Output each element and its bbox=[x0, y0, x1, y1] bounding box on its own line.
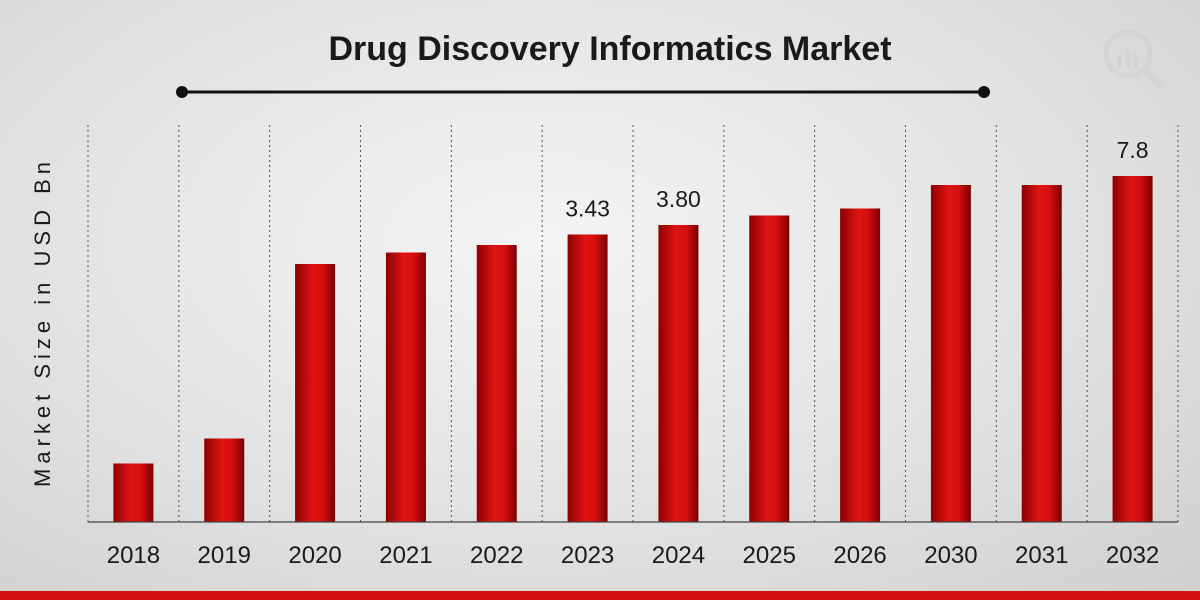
bar-2026 bbox=[840, 208, 881, 522]
x-tick-2032: 2032 bbox=[1106, 542, 1159, 569]
x-tick-2026: 2026 bbox=[833, 542, 886, 569]
bar-2031 bbox=[1021, 185, 1062, 522]
bottom-accent-stripe bbox=[0, 591, 1200, 600]
x-tick-2019: 2019 bbox=[198, 542, 251, 569]
x-tick-2020: 2020 bbox=[288, 542, 341, 569]
bar-2032 bbox=[1112, 176, 1153, 522]
x-tick-2025: 2025 bbox=[743, 542, 796, 569]
bar-2023 bbox=[567, 234, 608, 522]
data-label-2032: 7.8 bbox=[1117, 137, 1149, 163]
bar-2018 bbox=[113, 463, 154, 522]
x-tick-2022: 2022 bbox=[470, 542, 523, 569]
data-label-2024: 3.80 bbox=[656, 186, 701, 212]
y-axis-label: Market Size in USD Bn bbox=[30, 157, 55, 487]
grid-separators bbox=[87, 125, 1179, 522]
bar-2019 bbox=[204, 438, 245, 522]
x-tick-labels: 2018 2019 2020 2021 2022 2023 2024 2025 2026 2030… bbox=[107, 542, 1160, 569]
x-tick-2023: 2023 bbox=[561, 542, 614, 569]
x-tick-2021: 2021 bbox=[379, 542, 432, 569]
logo-icon bbox=[1103, 29, 1164, 90]
chart-title: Drug Discovery Informatics Market bbox=[328, 30, 891, 68]
x-tick-2031: 2031 bbox=[1015, 542, 1068, 569]
data-label-2023: 3.43 bbox=[565, 196, 610, 222]
bar-2020 bbox=[295, 264, 336, 522]
title-underline bbox=[176, 86, 990, 98]
x-tick-2024: 2024 bbox=[652, 542, 705, 569]
x-tick-2030: 2030 bbox=[924, 542, 977, 569]
bar-2030 bbox=[930, 185, 971, 522]
bar-2021 bbox=[385, 252, 426, 522]
bar-2025 bbox=[749, 215, 790, 522]
x-tick-2018: 2018 bbox=[107, 542, 160, 569]
bars bbox=[113, 176, 1153, 522]
bar-2022 bbox=[476, 245, 517, 522]
bar-2024 bbox=[658, 225, 699, 522]
data-labels: 3.43 3.80 7.8 bbox=[565, 137, 1148, 222]
